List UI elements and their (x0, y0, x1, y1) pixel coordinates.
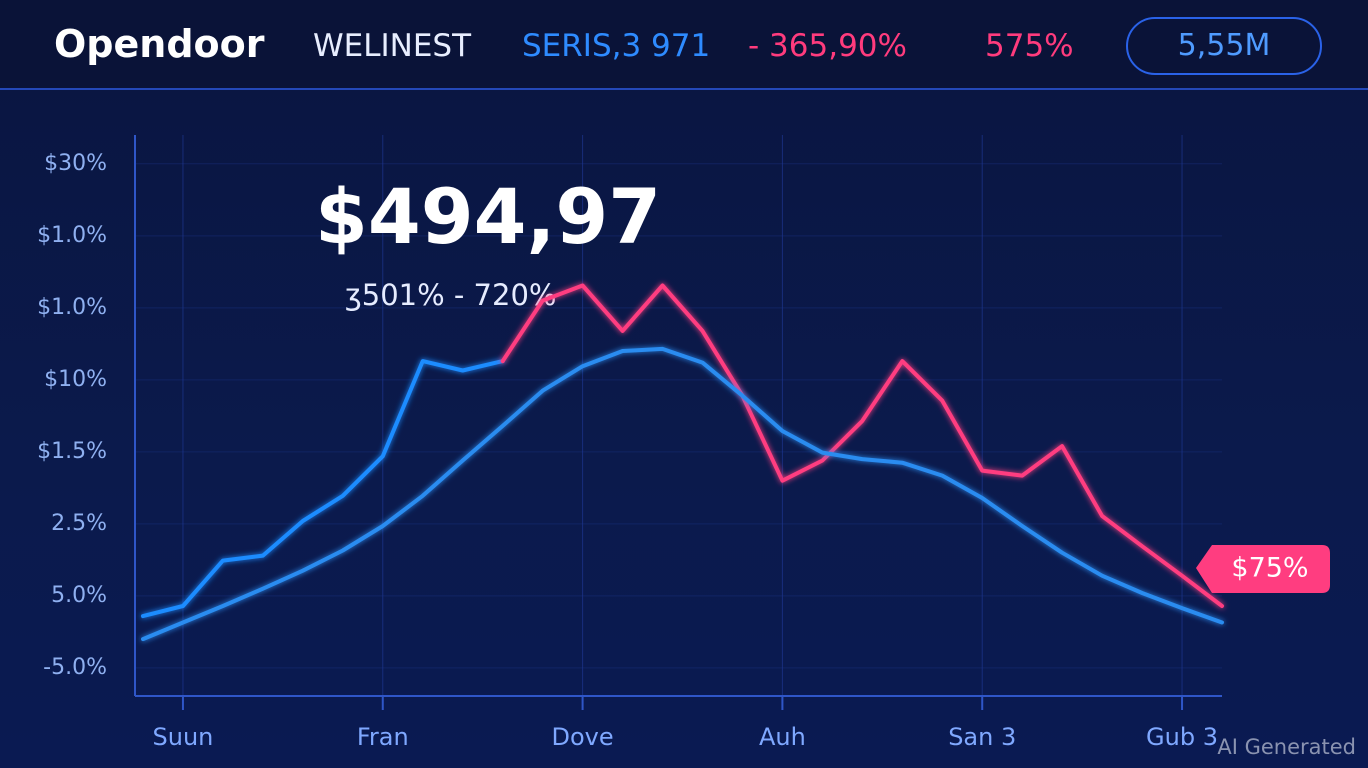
series-line (141, 346, 1224, 642)
x-tick-label: Fran (357, 723, 409, 751)
header: Opendoor WELINEST SERIS,3 971 - 365,90% … (0, 0, 1368, 90)
series-line (141, 359, 505, 619)
y-tick-label: 2.5% (51, 511, 107, 536)
y-tick-label: $1.5% (37, 439, 107, 464)
y-tick-label: $1.0% (37, 223, 107, 248)
price: $494,97 (315, 172, 661, 261)
watermark: AI Generated (1217, 735, 1356, 759)
y-tick-label: $30% (44, 151, 107, 176)
price-range: ʒ501% - 720% (345, 278, 556, 312)
x-tick-label: San 3 (948, 723, 1016, 751)
y-tick-label: $1.0% (37, 295, 107, 320)
y-tick-label: 5.0% (51, 583, 107, 608)
x-tick-label: Suun (153, 723, 214, 751)
change: - 365,90% (748, 28, 907, 64)
series-line (500, 283, 1224, 608)
badge: $75% (1231, 553, 1308, 584)
value-button[interactable]: 5,55M (1126, 17, 1322, 75)
x-tick-label: Dove (552, 723, 614, 751)
series-info: SERIS,3 971 (522, 28, 711, 64)
x-tick-label: Auh (759, 723, 806, 751)
percent: 575% (985, 28, 1074, 64)
x-tick-label: Gub 3 (1146, 723, 1218, 751)
ticker: WELINEST (313, 28, 472, 64)
y-tick-label: -5.0% (43, 655, 107, 680)
y-tick-label: $10% (44, 367, 107, 392)
logo: Opendoor (54, 22, 265, 66)
badge-bg (1196, 545, 1330, 593)
